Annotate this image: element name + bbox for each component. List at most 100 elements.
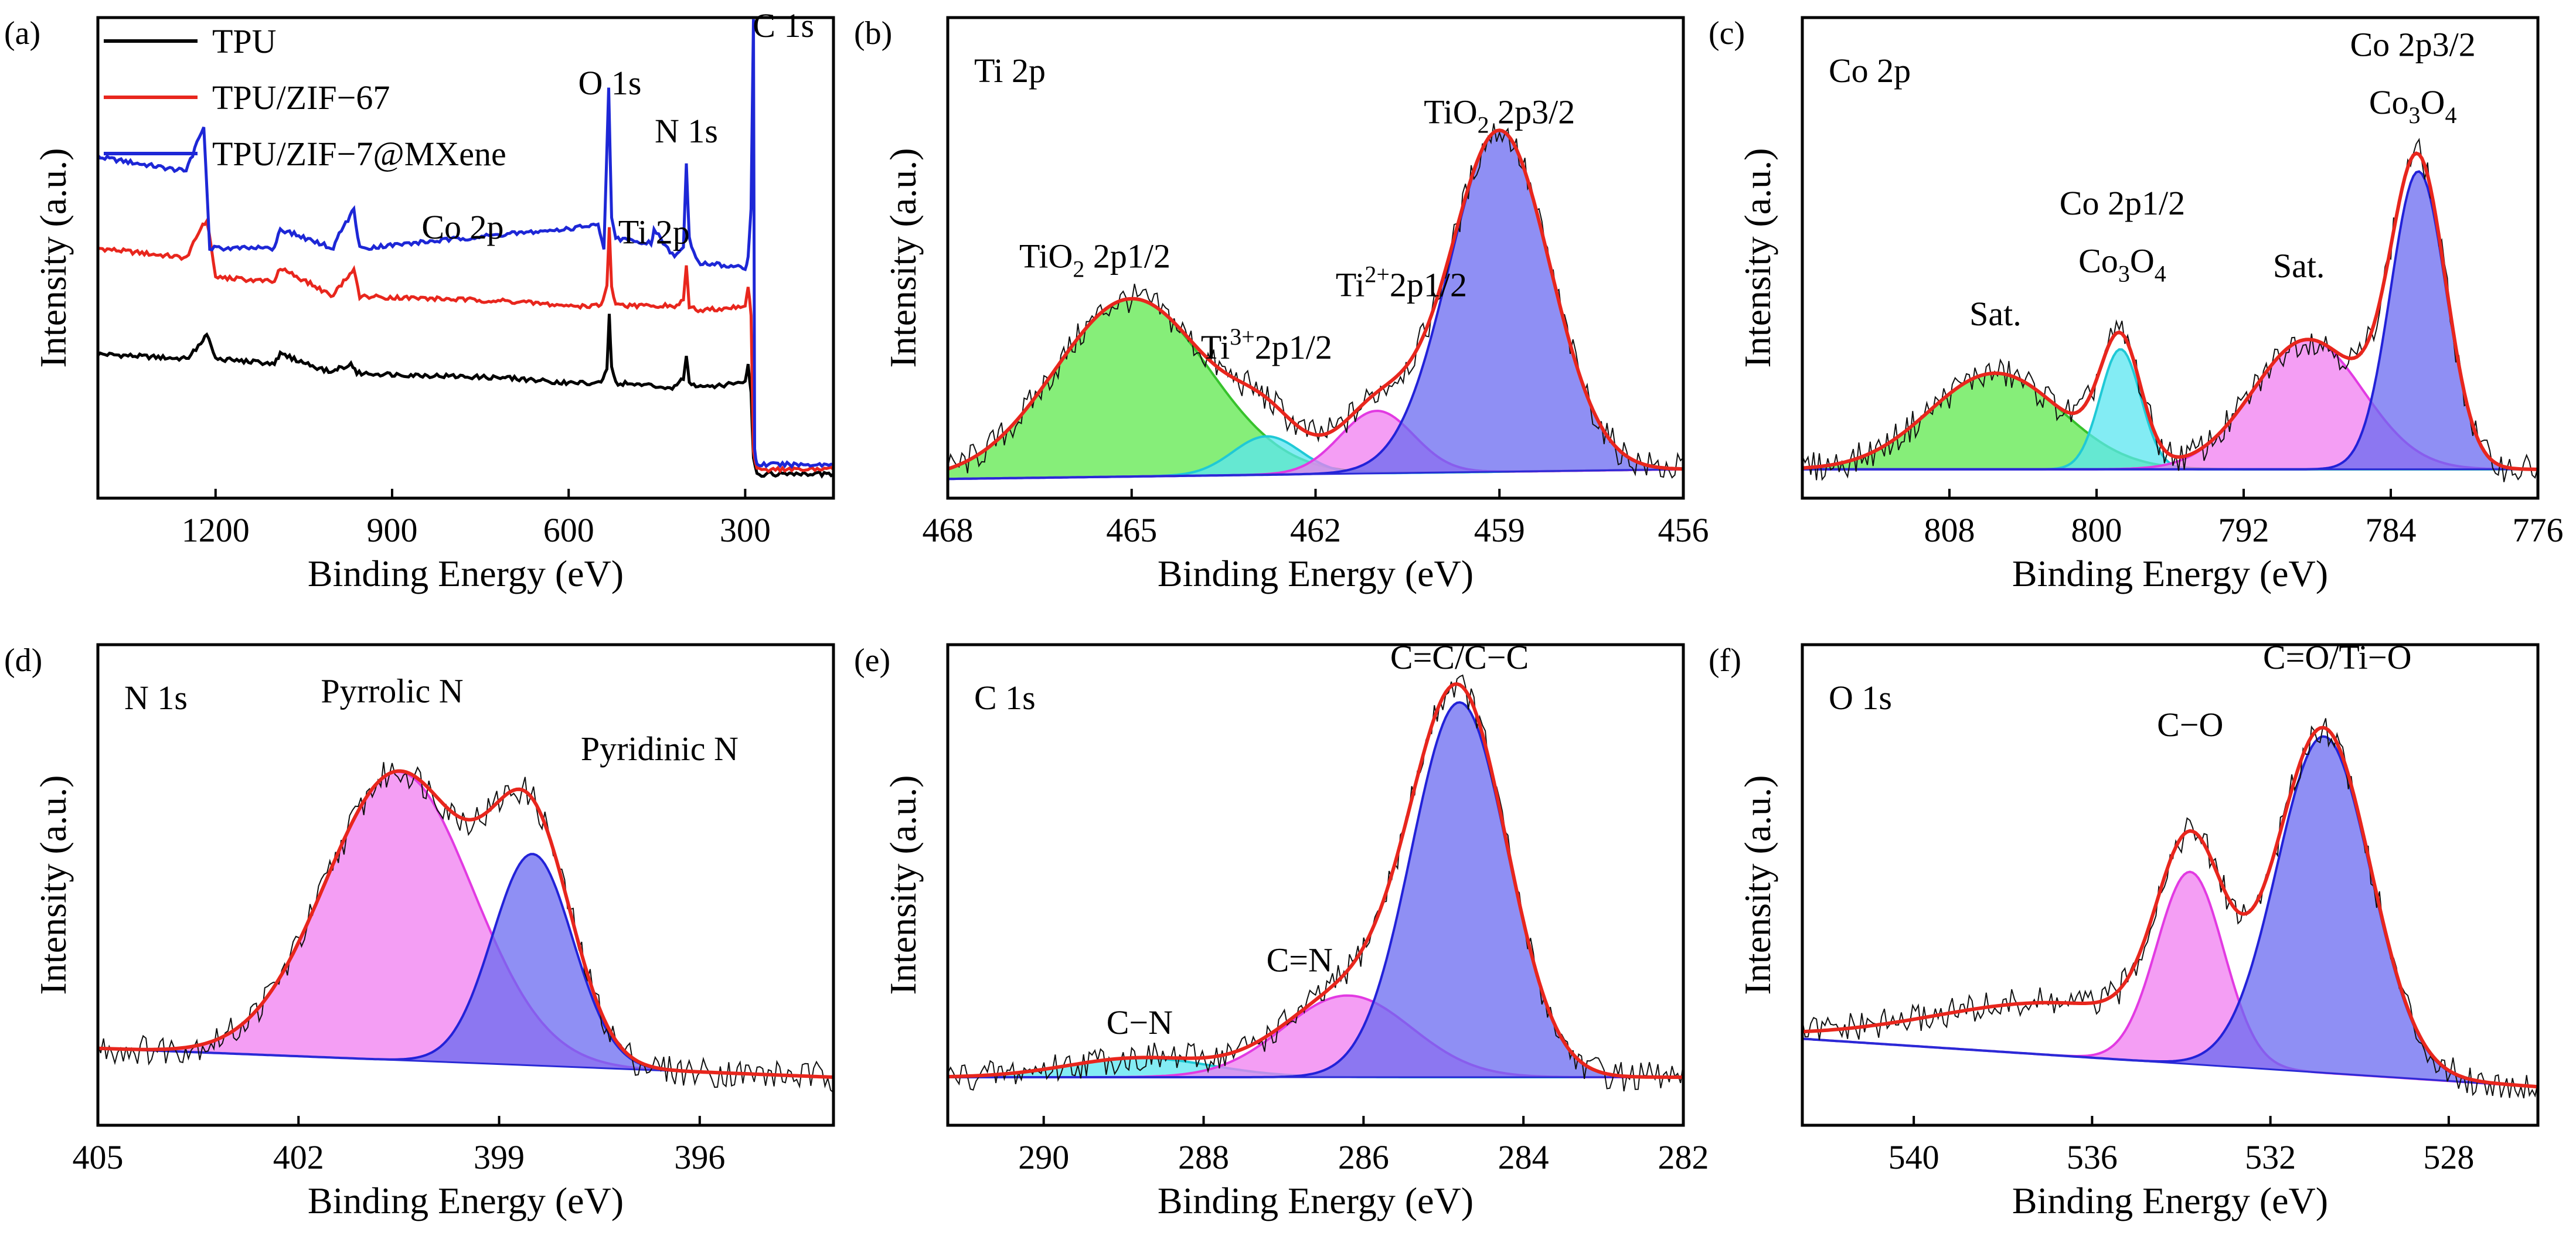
legend-label: TPU/ZIF−7@MXene — [212, 135, 506, 173]
annotation-a-4: C 1s — [753, 6, 814, 45]
fit-envelope — [1802, 151, 2538, 471]
panels-layer: 1200 900 600 300 Binding Energy (eV) Intensit… — [4, 6, 2564, 1221]
panel-letter: (d) — [4, 642, 42, 679]
x-axis-title: Binding Energy (eV) — [1158, 1180, 1474, 1221]
plot-frame — [96, 16, 835, 500]
component-fill-1 — [98, 854, 833, 1077]
x-tick-label: 300 — [720, 511, 771, 549]
annotation-a-1: O 1s — [578, 64, 641, 102]
component-fill-2 — [948, 702, 1683, 1077]
fit-envelope — [948, 682, 1683, 1079]
plot-area-d — [98, 762, 833, 1093]
x-tick-label: 800 — [2071, 511, 2122, 549]
y-axis-title: Intensity (a.u.) — [32, 775, 74, 995]
baseline — [1802, 1037, 2538, 1088]
legend-label: TPU — [212, 22, 277, 60]
annotation-a-3: N 1s — [655, 112, 718, 150]
component-fill-0 — [948, 1058, 1683, 1077]
panel-d: 405 402 399 396 Binding Energy (eV) Intensity… — [4, 642, 835, 1221]
series-line-tpu — [98, 314, 833, 479]
annotation-b-0: TiO2 2p3/2 — [1424, 93, 1575, 138]
x-tick-label: 540 — [1888, 1138, 1939, 1176]
annotation-b-3: Ti2+2p1/2 — [1336, 261, 1467, 304]
component-fill-0 — [1802, 871, 2538, 1087]
panel-letter: (f) — [1709, 642, 1741, 679]
component-fill-2 — [948, 411, 1683, 479]
plot-area-e — [948, 674, 1683, 1092]
panel-letter: (a) — [4, 15, 40, 52]
panel-letter: (c) — [1709, 15, 1745, 52]
panel-f: 540 536 532 528 Binding Energy (eV) Intensity… — [1709, 638, 2540, 1221]
annotation-c-0: Co 2p3/2 — [2350, 26, 2475, 64]
panel-title: N 1s — [124, 679, 188, 717]
x-axis-title: Binding Energy (eV) — [308, 553, 624, 594]
plot-frame — [1801, 643, 2540, 1127]
plot-area-b — [948, 123, 1683, 481]
annotation-c-5: Sat. — [2273, 247, 2325, 285]
fit-envelope — [948, 128, 1683, 471]
component-fill-2 — [1802, 339, 2538, 469]
annotation-c-3: Co3O4 — [2078, 242, 2166, 287]
annotation-a-0: Co 2p — [421, 208, 503, 246]
x-tick-label: 402 — [273, 1138, 324, 1176]
x-tick-label: 396 — [674, 1138, 725, 1176]
x-tick-label: 462 — [1290, 511, 1341, 549]
x-tick-label: 459 — [1474, 511, 1525, 549]
x-tick-label: 536 — [2067, 1138, 2118, 1176]
panel-title: O 1s — [1829, 679, 1892, 717]
x-tick-label: 776 — [2513, 511, 2564, 549]
x-axis-title: Binding Energy (eV) — [2012, 1180, 2328, 1221]
annotation-e-0: C=C/C−C — [1390, 638, 1529, 676]
x-axis-title: Binding Energy (eV) — [2012, 553, 2328, 594]
component-fill-1 — [948, 995, 1683, 1077]
x-tick-label: 532 — [2245, 1138, 2296, 1176]
x-tick-label: 468 — [923, 511, 974, 549]
panel-title: C 1s — [974, 679, 1036, 717]
component-fill-3 — [1802, 171, 2538, 469]
legend-label: TPU/ZIF−67 — [212, 79, 390, 117]
x-tick-label: 808 — [1924, 511, 1975, 549]
annotation-d-0: Pyrrolic N — [321, 672, 463, 710]
component-fill-3 — [948, 130, 1683, 479]
annotation-a-2: Ti 2p — [618, 213, 690, 251]
x-tick-label: 600 — [543, 511, 594, 549]
x-tick-label: 528 — [2423, 1138, 2474, 1176]
x-tick-label: 286 — [1338, 1138, 1389, 1176]
raw-spectrum — [1802, 718, 2538, 1099]
annotation-c-1: Co3O4 — [2369, 83, 2457, 128]
series-line-tpu-zif-7-mxene — [98, 19, 833, 469]
panel-letter: (e) — [854, 642, 890, 679]
x-tick-label: 900 — [367, 511, 418, 549]
component-fill-0 — [948, 298, 1683, 479]
x-tick-label: 290 — [1018, 1138, 1069, 1176]
y-axis-title: Intensity (a.u.) — [1737, 148, 1778, 368]
annotation-e-1: C=N — [1267, 941, 1333, 979]
x-axis-title: Binding Energy (eV) — [308, 1180, 624, 1221]
annotation-f-1: C−O — [2157, 706, 2223, 744]
panel-a: 1200 900 600 300 Binding Energy (eV) Intensit… — [4, 6, 835, 594]
annotation-b-1: TiO2 2p1/2 — [1019, 237, 1170, 282]
x-tick-label: 405 — [73, 1138, 124, 1176]
panel-c: 808 800 792 784 776 Binding Energy (eV) Intens… — [1709, 15, 2564, 594]
y-axis-title: Intensity (a.u.) — [882, 775, 924, 995]
y-axis-title: Intensity (a.u.) — [882, 148, 924, 368]
panel-b: 468 465 462 459 456 Binding Energy (eV) Intens… — [854, 15, 1709, 594]
raw-spectrum — [1802, 138, 2538, 482]
x-tick-label: 288 — [1178, 1138, 1229, 1176]
annotation-c-2: Co 2p1/2 — [2060, 184, 2185, 222]
annotation-f-0: C=O/Ti−O — [2263, 638, 2412, 676]
x-tick-label: 1200 — [182, 511, 250, 549]
x-tick-label: 465 — [1106, 511, 1157, 549]
x-tick-label: 784 — [2366, 511, 2417, 549]
plot-frame — [1801, 16, 2540, 500]
plot-frame — [946, 643, 1685, 1127]
annotation-d-1: Pyridinic N — [581, 730, 739, 768]
panel-e: 290 288 286 284 282 Binding Energy (eV) Intens… — [854, 638, 1709, 1221]
plot-frame — [96, 643, 835, 1127]
fit-envelope — [1802, 726, 2538, 1089]
component-fill-1 — [1802, 736, 2538, 1087]
panel-title: Co 2p — [1829, 52, 1911, 90]
x-tick-label: 282 — [1658, 1138, 1709, 1176]
component-fill-0 — [1802, 373, 2538, 469]
